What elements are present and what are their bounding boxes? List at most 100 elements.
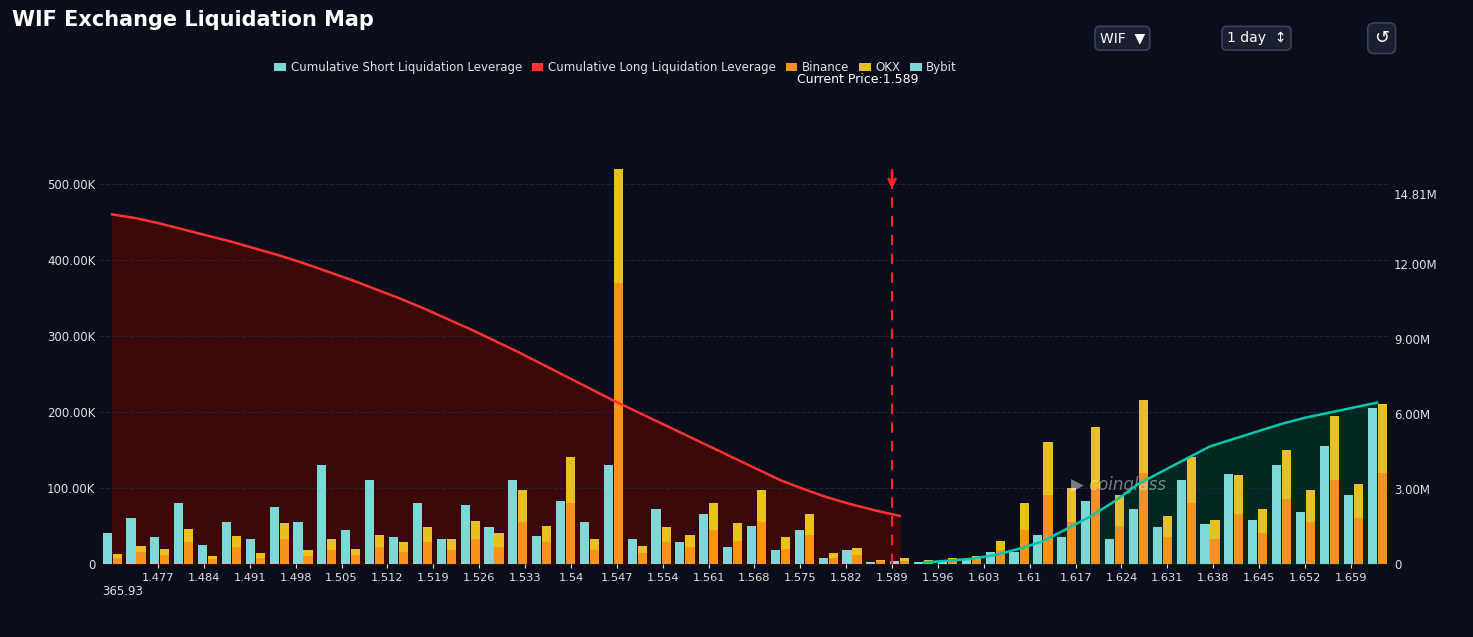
Bar xyxy=(1153,527,1162,564)
Bar xyxy=(1282,450,1292,499)
Bar xyxy=(303,550,312,556)
Text: ↺: ↺ xyxy=(1374,29,1389,47)
Bar xyxy=(853,548,862,555)
Bar xyxy=(197,545,208,564)
Bar xyxy=(1258,533,1267,564)
Bar xyxy=(829,557,838,564)
Bar xyxy=(317,465,327,564)
Bar xyxy=(566,457,574,503)
Bar xyxy=(1367,408,1377,564)
Bar xyxy=(924,560,934,561)
Bar xyxy=(508,480,517,564)
Bar xyxy=(795,531,804,564)
Text: 365.93: 365.93 xyxy=(103,585,143,599)
Bar xyxy=(566,503,574,564)
Bar xyxy=(351,548,361,555)
Bar xyxy=(876,560,885,561)
Bar xyxy=(1354,484,1363,518)
Bar xyxy=(518,490,527,522)
Bar xyxy=(843,550,851,564)
Bar xyxy=(804,513,815,535)
Bar xyxy=(1128,509,1139,564)
Bar xyxy=(246,540,255,564)
Bar xyxy=(231,536,242,547)
Bar xyxy=(949,561,957,564)
Bar xyxy=(399,543,408,552)
Bar xyxy=(1091,427,1100,488)
Bar xyxy=(174,503,183,564)
Bar xyxy=(710,529,719,564)
Bar xyxy=(580,522,589,564)
Bar xyxy=(804,535,815,564)
Bar xyxy=(589,540,600,550)
Bar xyxy=(710,503,719,529)
Bar xyxy=(1043,442,1053,496)
Bar xyxy=(972,559,981,564)
Bar xyxy=(1224,474,1233,564)
Bar xyxy=(651,509,660,564)
Bar xyxy=(470,521,480,540)
Bar xyxy=(1115,496,1124,526)
Bar xyxy=(1343,496,1352,564)
Bar xyxy=(734,541,742,564)
Text: WIF  ▼: WIF ▼ xyxy=(1100,31,1145,45)
Bar xyxy=(303,556,312,564)
Bar xyxy=(853,555,862,564)
Bar xyxy=(389,537,398,564)
Bar xyxy=(256,557,265,564)
Bar xyxy=(1273,465,1282,564)
Bar xyxy=(208,556,217,559)
Bar xyxy=(638,553,647,564)
Bar xyxy=(996,550,1005,564)
Bar xyxy=(1105,540,1114,564)
Bar xyxy=(112,554,122,557)
Bar xyxy=(829,553,838,557)
Bar xyxy=(781,537,790,548)
Bar xyxy=(1258,509,1267,533)
Bar xyxy=(365,480,374,564)
Bar xyxy=(685,547,694,564)
Bar xyxy=(1234,475,1243,515)
Bar xyxy=(532,536,541,564)
Bar xyxy=(589,550,600,564)
Bar xyxy=(376,547,384,564)
Bar xyxy=(1377,404,1386,473)
Bar xyxy=(112,557,122,564)
Bar xyxy=(876,561,885,564)
Bar xyxy=(1034,535,1043,564)
Bar xyxy=(1320,446,1329,564)
Bar xyxy=(1115,526,1124,564)
Bar xyxy=(1177,480,1186,564)
Bar xyxy=(661,527,670,543)
Bar xyxy=(1211,540,1220,564)
Bar xyxy=(161,548,169,555)
Bar xyxy=(1019,503,1028,529)
Bar xyxy=(661,543,670,564)
Bar xyxy=(1354,518,1363,564)
Bar xyxy=(1307,490,1315,522)
Bar xyxy=(890,561,900,564)
Bar xyxy=(495,547,504,564)
Bar xyxy=(949,559,957,561)
Bar xyxy=(757,522,766,564)
Bar xyxy=(1187,503,1196,564)
Bar xyxy=(938,561,947,564)
Bar xyxy=(900,561,909,564)
Bar xyxy=(423,543,432,564)
Bar xyxy=(614,283,623,564)
Bar xyxy=(1330,415,1339,480)
Bar xyxy=(638,545,647,553)
Bar xyxy=(150,537,159,564)
Text: ▶ coinglass: ▶ coinglass xyxy=(1071,476,1165,494)
Text: WIF Exchange Liquidation Map: WIF Exchange Liquidation Map xyxy=(12,10,374,29)
Bar xyxy=(924,561,934,564)
Bar xyxy=(604,465,613,564)
Bar xyxy=(351,555,361,564)
Bar xyxy=(915,562,924,564)
Bar xyxy=(1091,488,1100,564)
Bar xyxy=(675,543,685,564)
Bar xyxy=(161,555,169,564)
Bar xyxy=(1248,520,1258,564)
Bar xyxy=(1282,499,1292,564)
Bar xyxy=(208,559,217,564)
